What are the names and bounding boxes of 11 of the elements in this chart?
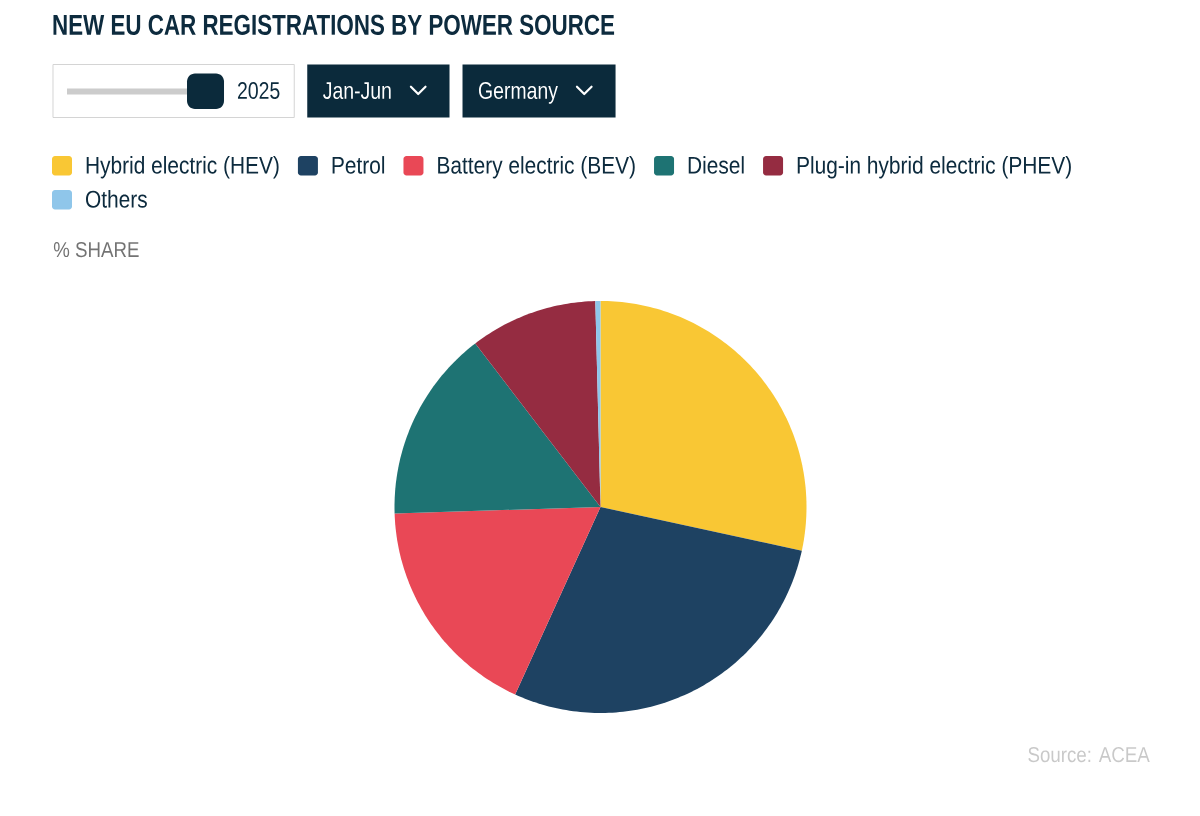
legend-label: Petrol bbox=[332, 156, 385, 174]
legend-label: Hybrid electric (HEV) bbox=[86, 156, 279, 179]
text: Jan-Jun bbox=[323, 82, 391, 100]
text: Germany bbox=[478, 82, 558, 104]
legend-label: Others bbox=[86, 190, 147, 208]
text: 2025 bbox=[237, 82, 280, 100]
chart-title: NEW EU CAR REGISTRATIONS BY POWER SOURCE bbox=[53, 14, 615, 35]
legend-label: Battery electric (BEV) bbox=[438, 156, 635, 179]
text: % SHARE bbox=[53, 241, 139, 258]
legend-label: Diesel bbox=[688, 156, 744, 174]
legend-label: Plug-in hybrid electric (PHEV) bbox=[797, 156, 1071, 179]
